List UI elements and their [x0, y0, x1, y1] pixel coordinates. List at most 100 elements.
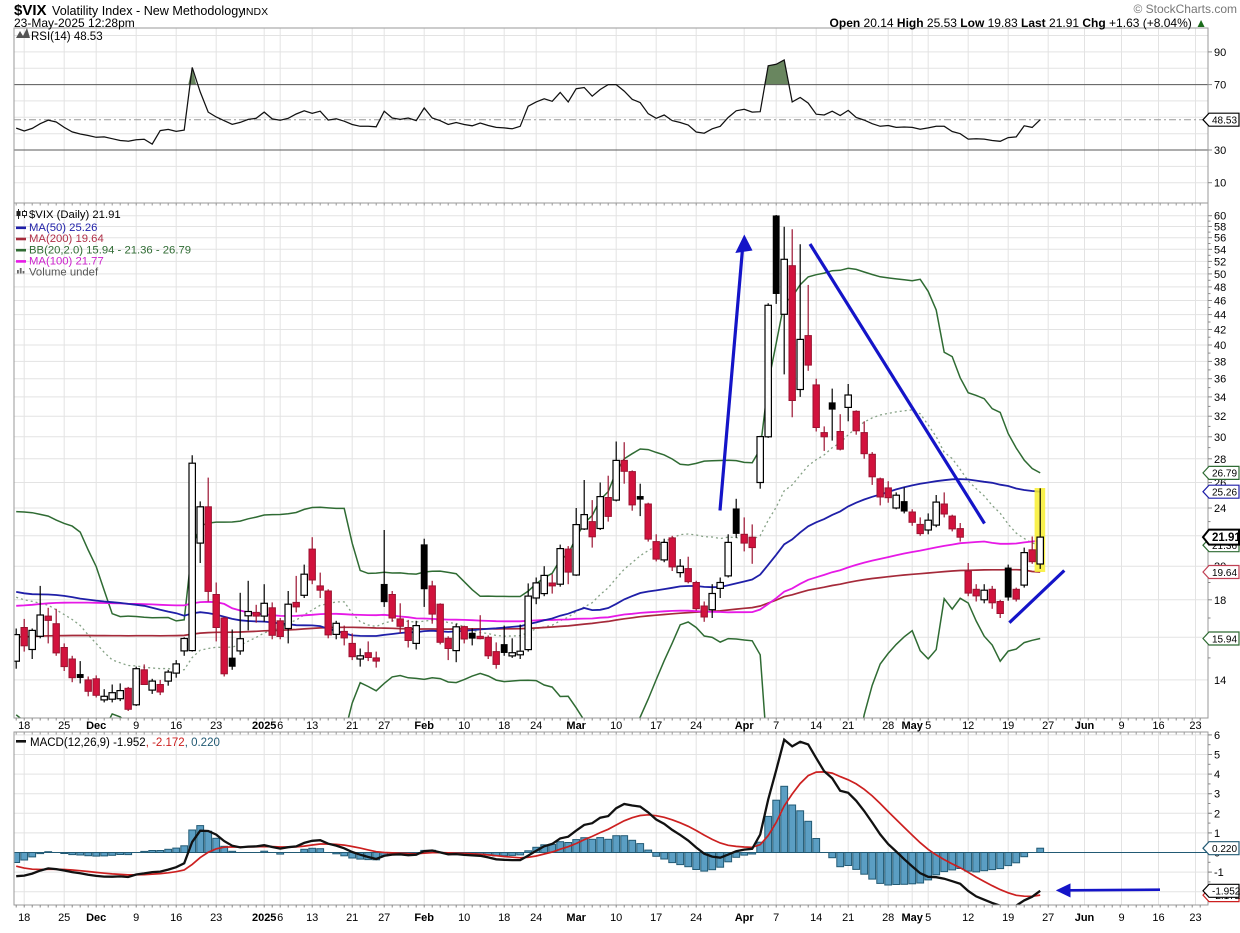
svg-text:Apr: Apr [735, 912, 755, 924]
svg-text:Open 20.14 High 25.53 Low 19.8: Open 20.14 High 25.53 Low 19.83 Last 21.… [830, 16, 1207, 30]
svg-text:70: 70 [1214, 80, 1226, 92]
svg-text:Feb: Feb [414, 912, 434, 924]
svg-text:13: 13 [306, 720, 318, 732]
svg-text:44: 44 [1214, 310, 1226, 322]
svg-text:23-May-2025 12:28pm: 23-May-2025 12:28pm [14, 16, 135, 30]
svg-text:19: 19 [1002, 720, 1014, 732]
svg-text:24: 24 [1214, 503, 1226, 515]
svg-text:18: 18 [18, 912, 30, 924]
svg-text:$VIX: $VIX [14, 2, 47, 19]
svg-text:5: 5 [1214, 750, 1220, 762]
svg-text:21: 21 [346, 720, 358, 732]
svg-text:MACD(12,26,9) -1.952, -2.172,: MACD(12,26,9) -1.952, -2.172, 0.220 [30, 737, 220, 749]
svg-text:12: 12 [962, 912, 974, 924]
svg-text:27: 27 [378, 912, 390, 924]
svg-text:Volume undef: Volume undef [29, 266, 99, 278]
svg-text:7: 7 [773, 720, 779, 732]
svg-text:24: 24 [690, 912, 702, 924]
svg-text:21.36: 21.36 [1212, 541, 1237, 552]
svg-text:25: 25 [58, 912, 70, 924]
svg-text:17: 17 [650, 912, 662, 924]
svg-text:25: 25 [58, 720, 70, 732]
svg-text:27: 27 [1042, 912, 1054, 924]
svg-text:12: 12 [962, 720, 974, 732]
svg-text:25.26: 25.26 [1212, 488, 1237, 499]
svg-text:2025: 2025 [252, 912, 276, 924]
svg-text:34: 34 [1214, 392, 1226, 404]
svg-text:19.64: 19.64 [1212, 568, 1237, 579]
svg-text:Dec: Dec [86, 720, 106, 732]
svg-text:32: 32 [1214, 411, 1226, 423]
svg-text:60: 60 [1214, 211, 1226, 223]
svg-text:21: 21 [842, 912, 854, 924]
svg-text:58: 58 [1214, 222, 1226, 234]
svg-text:36: 36 [1214, 374, 1226, 386]
svg-text:© StockCharts.com: © StockCharts.com [1133, 2, 1237, 16]
svg-text:16: 16 [1152, 912, 1164, 924]
svg-text:9: 9 [133, 912, 139, 924]
svg-text:21.91: 21.91 [1212, 532, 1240, 544]
svg-text:16: 16 [170, 912, 182, 924]
svg-text:30: 30 [1214, 145, 1226, 157]
svg-text:INDX: INDX [243, 6, 268, 18]
svg-text:0.220: 0.220 [1212, 844, 1237, 855]
svg-text:5: 5 [925, 720, 931, 732]
svg-text:MA(100) 21.77: MA(100) 21.77 [29, 256, 104, 268]
svg-text:24: 24 [530, 912, 542, 924]
svg-text:10: 10 [458, 912, 470, 924]
svg-text:RSI(14) 48.53: RSI(14) 48.53 [31, 31, 103, 43]
svg-text:10: 10 [610, 720, 622, 732]
svg-text:MA(50) 25.26: MA(50) 25.26 [29, 222, 97, 234]
svg-text:48.53: 48.53 [1212, 116, 1237, 127]
svg-text:14: 14 [810, 720, 822, 732]
svg-text:May: May [901, 720, 923, 732]
svg-text:Dec: Dec [86, 912, 106, 924]
svg-text:14: 14 [1214, 675, 1226, 687]
svg-text:10: 10 [458, 720, 470, 732]
svg-text:BB(20,2.0) 15.94 - 21.36 - 26.: BB(20,2.0) 15.94 - 21.36 - 26.79 [29, 244, 191, 256]
svg-text:Mar: Mar [566, 720, 586, 732]
svg-text:48: 48 [1214, 282, 1226, 294]
svg-text:10: 10 [610, 912, 622, 924]
svg-text:7: 7 [773, 912, 779, 924]
svg-text:2025: 2025 [252, 720, 276, 732]
svg-text:17: 17 [650, 720, 662, 732]
svg-text:6: 6 [277, 912, 283, 924]
svg-text:6: 6 [277, 720, 283, 732]
svg-text:3: 3 [1214, 789, 1220, 801]
svg-text:15.94: 15.94 [1212, 634, 1237, 645]
svg-text:Apr: Apr [735, 720, 755, 732]
svg-text:42: 42 [1214, 325, 1226, 337]
svg-text:52: 52 [1214, 256, 1226, 268]
svg-text:23: 23 [1189, 720, 1201, 732]
svg-text:16: 16 [1152, 720, 1164, 732]
svg-text:-1.952: -1.952 [1212, 887, 1240, 898]
svg-text:26.79: 26.79 [1212, 469, 1237, 480]
svg-text:Jun: Jun [1075, 912, 1095, 924]
svg-text:Mar: Mar [566, 912, 586, 924]
svg-text:28: 28 [882, 912, 894, 924]
svg-text:MA(200) 19.64: MA(200) 19.64 [29, 233, 104, 245]
svg-text:30: 30 [1214, 432, 1226, 444]
svg-text:18: 18 [18, 720, 30, 732]
svg-text:Volatility Index - New Methodo: Volatility Index - New Methodology [52, 4, 245, 18]
svg-text:38: 38 [1214, 356, 1226, 368]
svg-text:9: 9 [133, 720, 139, 732]
svg-text:14: 14 [810, 912, 822, 924]
svg-text:19: 19 [1002, 912, 1014, 924]
svg-text:46: 46 [1214, 296, 1226, 308]
svg-text:28: 28 [1214, 454, 1226, 466]
svg-text:54: 54 [1214, 244, 1226, 256]
svg-text:21: 21 [346, 912, 358, 924]
svg-text:6: 6 [1214, 730, 1220, 742]
svg-text:23: 23 [1189, 912, 1201, 924]
svg-text:90: 90 [1214, 47, 1226, 59]
svg-text:18: 18 [498, 912, 510, 924]
svg-text:May: May [901, 912, 923, 924]
svg-text:16: 16 [170, 720, 182, 732]
svg-text:18: 18 [498, 720, 510, 732]
svg-text:4: 4 [1214, 769, 1220, 781]
svg-text:56: 56 [1214, 233, 1226, 245]
svg-text:24: 24 [690, 720, 702, 732]
svg-text:50: 50 [1214, 269, 1226, 281]
